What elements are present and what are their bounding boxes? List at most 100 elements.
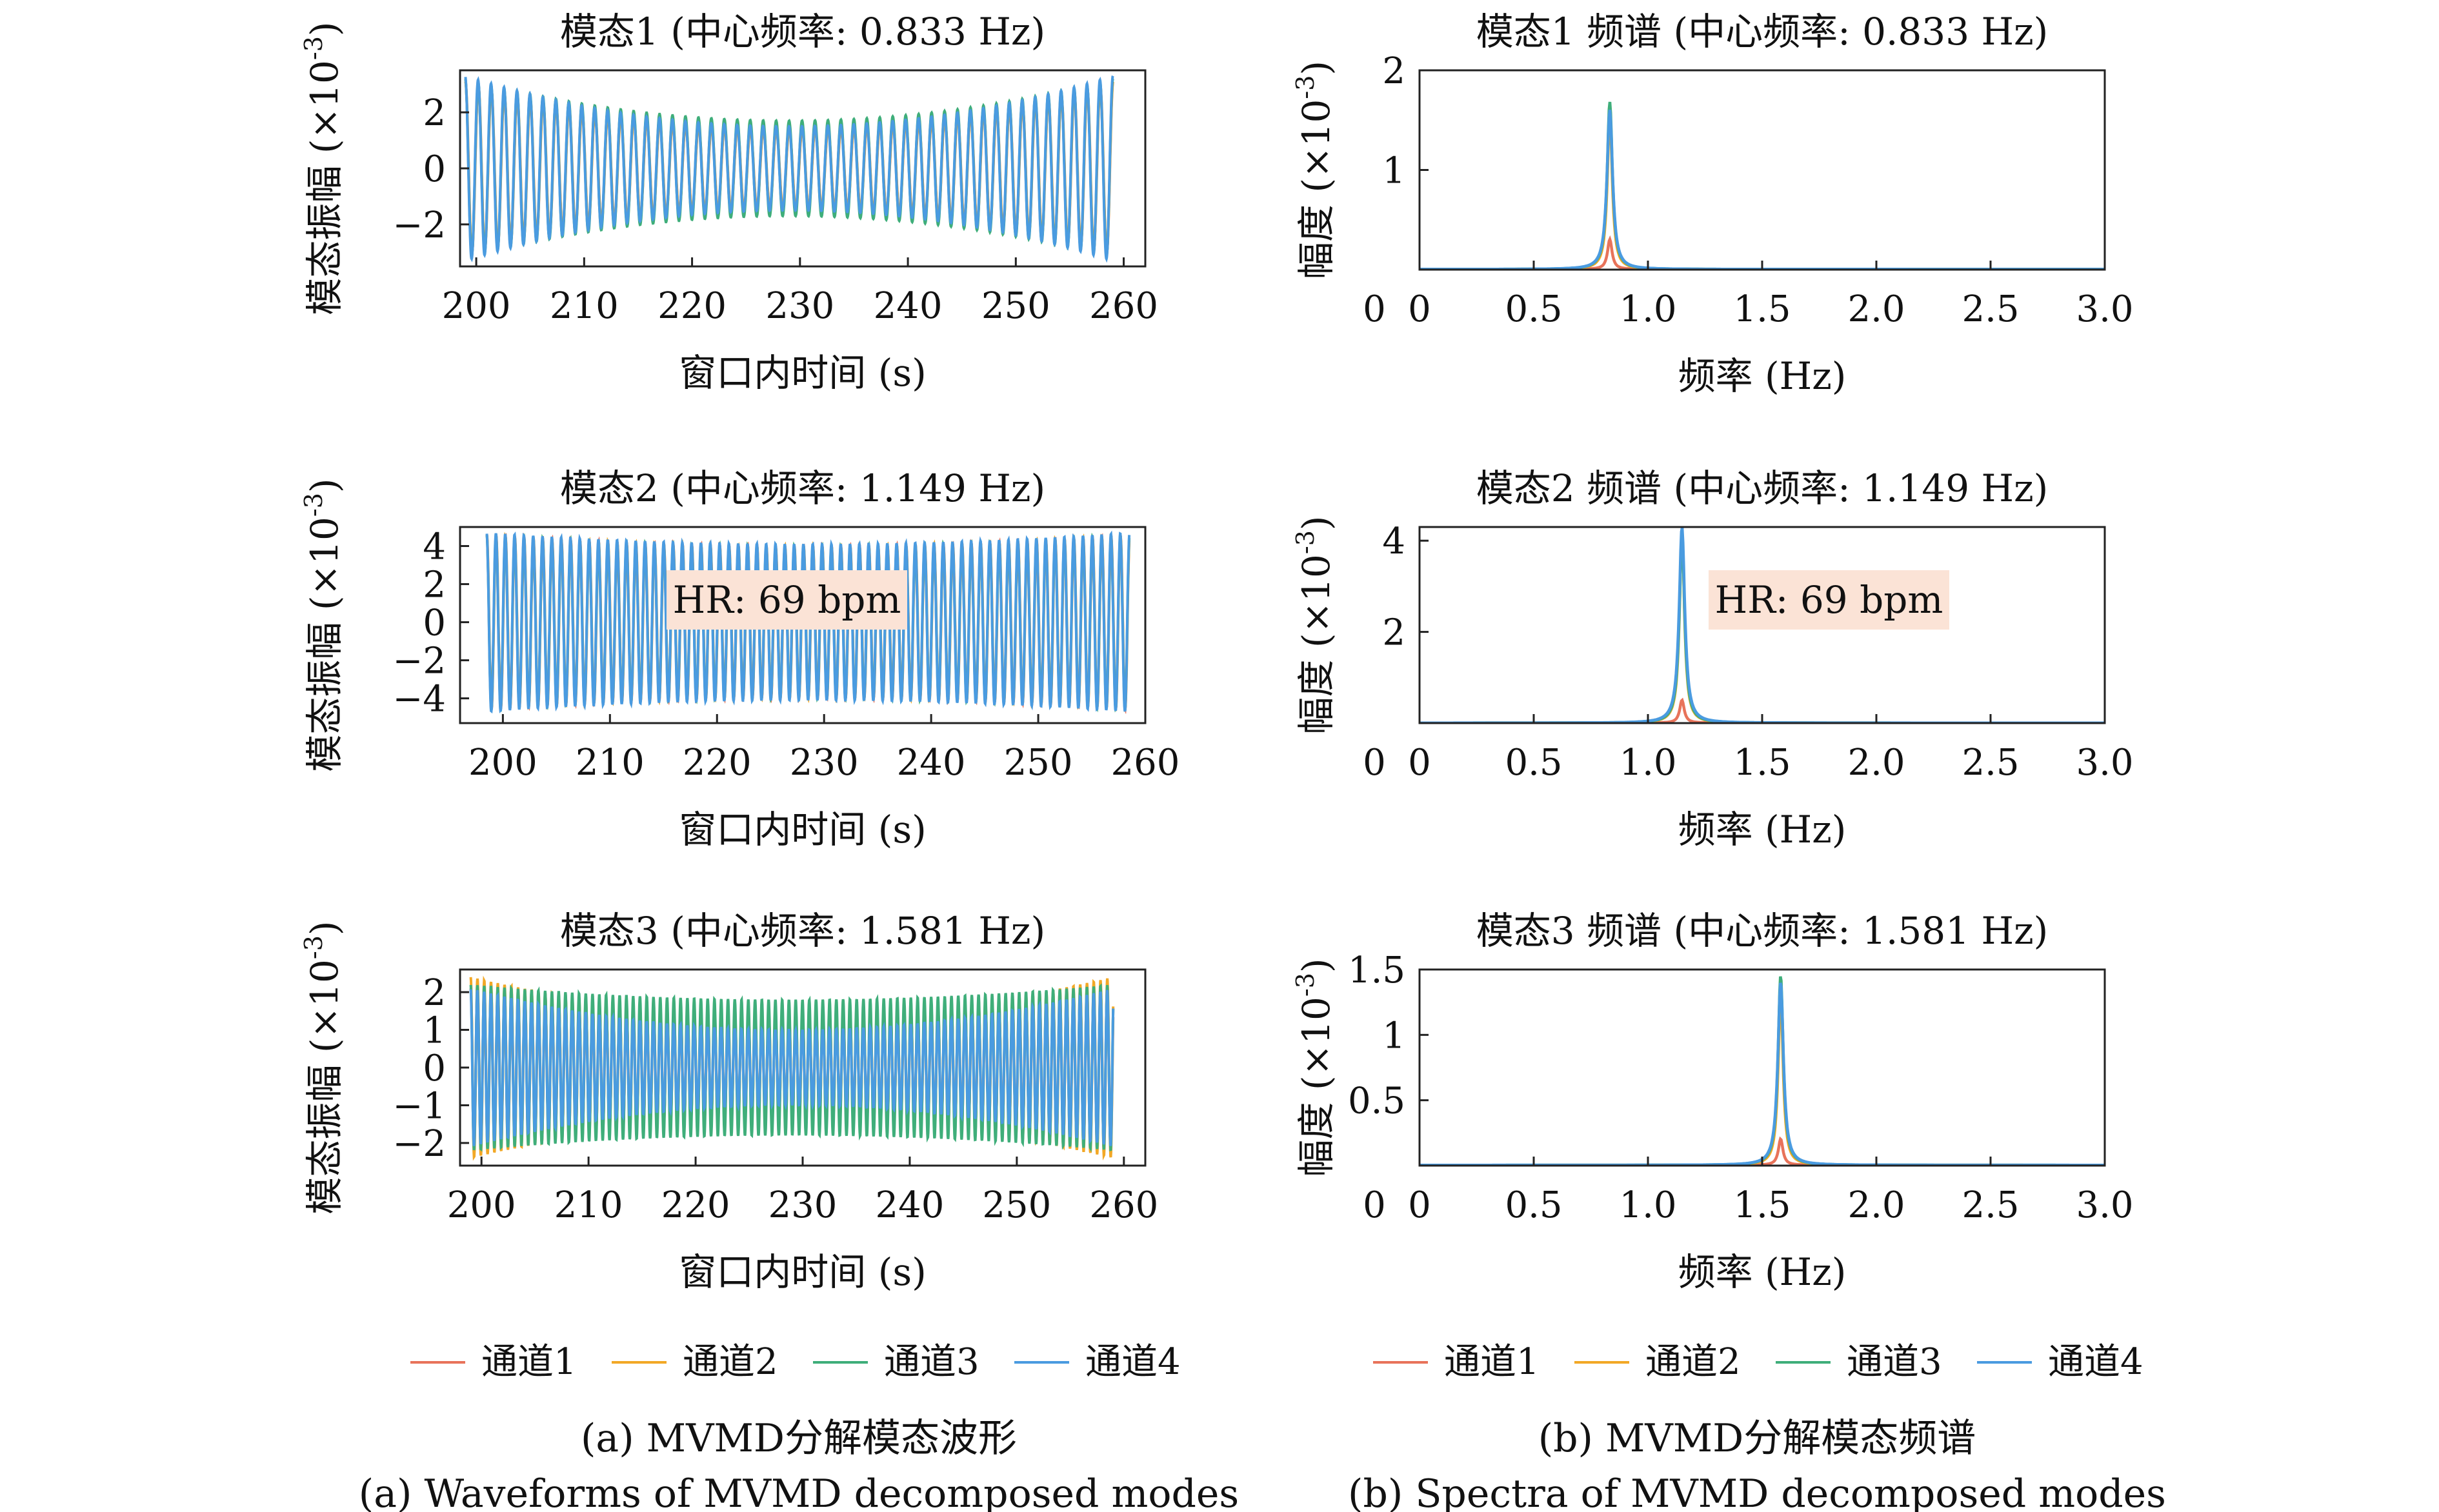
y-tick-label: −2 (392, 204, 446, 246)
y-tick-label: 1 (423, 1010, 446, 1052)
x-tick-label: 250 (1004, 742, 1073, 784)
y-tick-label: 2 (423, 564, 446, 606)
y-tick-label: 0.5 (1348, 1080, 1405, 1122)
x-tick-label: 2.5 (1962, 742, 2019, 784)
plot-area (485, 530, 1131, 715)
x-axis-label: 频率 (Hz) (1678, 1250, 1847, 1294)
y-tick-zero-label: 0 (1363, 1184, 1386, 1226)
x-tick-label: 210 (576, 742, 645, 784)
plot-frame (1418, 968, 2106, 1167)
y-tick-label: 2 (423, 92, 446, 134)
y-tick-label: 2 (1382, 612, 1405, 654)
x-tick-label: 210 (550, 285, 619, 327)
series-channel2 (1420, 114, 2105, 270)
chart-spec1: 模态1 频谱 (中心频率: 0.833 Hz) 0 0.5 1.0 1.5 2.0 2.5 3… (1291, 10, 2134, 398)
legend-label-channel3: 通道3 (1847, 1341, 1942, 1383)
x-tick-label: 2.0 (1847, 1184, 1905, 1226)
y-tick-label: 1.5 (1348, 950, 1405, 991)
x-tick-label: 250 (982, 1184, 1051, 1226)
y-tick-label: 4 (423, 526, 446, 568)
chart-wave3: 模态3 (中心频率: 1.581 Hz) 200 210 220 230 240 250 26… (299, 909, 1158, 1294)
x-tick-label: 0.5 (1505, 288, 1562, 330)
x-tick-label: 230 (790, 742, 859, 784)
plot-area (464, 75, 1114, 263)
chart-title: 模态3 (中心频率: 1.581 Hz) (560, 909, 1045, 953)
y-tick-label: −1 (392, 1085, 446, 1127)
chart-title: 模态2 (中心频率: 1.149 Hz) (560, 466, 1045, 510)
x-tick-label: 0 (1408, 288, 1431, 330)
legend-label-channel1: 通道1 (481, 1341, 577, 1383)
y-axis-label: 模态振幅 (×10-3) (299, 478, 346, 771)
x-tick-label: 200 (442, 285, 511, 327)
x-tick-label: 0 (1408, 1184, 1431, 1226)
legend-label-channel1: 通道1 (1444, 1341, 1540, 1383)
y-tick-label: −2 (392, 1123, 446, 1165)
hr-annotation-box (1709, 570, 1949, 630)
series-channel3 (1420, 976, 2105, 1166)
x-tick-label: 1.0 (1619, 1184, 1676, 1226)
series-channel4 (1420, 982, 2105, 1166)
caption-b-en: (b) Spectra of MVMD decomposed modes (1348, 1471, 2166, 1512)
hr-annotation: HR: 69 bpm (1715, 578, 1943, 622)
y-tick-label: 0 (423, 148, 446, 190)
plot-frame (1418, 69, 2106, 271)
x-tick-label: 2.5 (1962, 288, 2019, 330)
x-tick-label: 260 (1111, 742, 1180, 784)
x-tick-label: 220 (657, 285, 727, 327)
series-channel4 (469, 989, 1115, 1146)
x-tick-label: 1.5 (1733, 742, 1791, 784)
chart-wave1: 模态1 (中心频率: 0.833 Hz) 200 210 220 230 240 250 26… (299, 10, 1158, 395)
y-tick-label: 0 (423, 1048, 446, 1089)
hr-annotation-box (667, 570, 907, 630)
caption-a-en: (a) Waveforms of MVMD decomposed modes (359, 1471, 1239, 1512)
x-tick-label: 230 (768, 1184, 838, 1226)
y-tick-label: 0 (423, 602, 446, 644)
legend-label-channel2: 通道2 (1645, 1341, 1741, 1383)
x-tick-label: 3.0 (2076, 288, 2133, 330)
plot-frame (459, 526, 1147, 724)
x-axis-label: 窗口内时间 (s) (679, 351, 926, 395)
series-channel2 (1420, 995, 2105, 1166)
y-tick-zero-label: 0 (1363, 742, 1386, 784)
x-tick-label: 2.0 (1847, 288, 1905, 330)
y-tick-label: 2 (423, 972, 446, 1014)
x-tick-label: 220 (683, 742, 752, 784)
y-tick-label: 1 (1382, 150, 1405, 192)
legend-label-channel4: 通道4 (2048, 1341, 2143, 1383)
chart-spec2: 模态2 频谱 (中心频率: 1.149 Hz) 0 0.5 1.0 1.5 2.0 2.5 3… (1291, 466, 2134, 851)
x-tick-label: 1.0 (1619, 742, 1676, 784)
y-axis-label: 幅度 (×10-3) (1291, 515, 1338, 734)
y-axis-label: 幅度 (×10-3) (1291, 958, 1338, 1177)
x-tick-label: 1.0 (1619, 288, 1676, 330)
chart-title: 模态3 频谱 (中心频率: 1.581 Hz) (1476, 909, 2049, 953)
x-axis-label: 窗口内时间 (s) (679, 1250, 926, 1294)
legend-label-channel3: 通道3 (884, 1341, 979, 1383)
x-tick-label: 0.5 (1505, 742, 1562, 784)
x-tick-label: 240 (874, 285, 943, 327)
series-channel3 (1420, 536, 2105, 723)
spec-ylabel: 幅度 (×10-3) (1291, 515, 1338, 734)
series-channel3 (1420, 101, 2105, 270)
chart-wave2: 模态2 (中心频率: 1.149 Hz)200 210 220 230 240 250 26… (299, 466, 1179, 851)
spec-ylabel: 幅度 (×10-3) (1291, 958, 1338, 1177)
wave-ylabel: 模态振幅 (×10-3) (299, 21, 346, 315)
series-channel4 (1420, 110, 2105, 270)
y-tick-label: 4 (1382, 521, 1405, 562)
x-tick-label: 0.5 (1505, 1184, 1562, 1226)
y-tick-zero-label: 0 (1363, 288, 1386, 330)
x-tick-label: 3.0 (2076, 742, 2133, 784)
y-tick-label: −4 (392, 679, 446, 721)
x-tick-label: 200 (447, 1184, 516, 1226)
wave-ylabel: 模态振幅 (×10-3) (299, 920, 346, 1214)
x-tick-label: 240 (897, 742, 966, 784)
legend-label-channel2: 通道2 (683, 1341, 778, 1383)
x-axis-label: 频率 (Hz) (1678, 808, 1847, 851)
y-tick-label: 2 (1382, 50, 1405, 92)
legend-label-channel4: 通道4 (1085, 1341, 1181, 1383)
legend: 通道1 通道2 通道3 通道4 (410, 1341, 1181, 1383)
x-tick-label: 240 (875, 1184, 944, 1226)
x-tick-label: 220 (661, 1184, 730, 1226)
chart-title: 模态1 频谱 (中心频率: 0.833 Hz) (1476, 10, 2049, 54)
y-axis-label: 模态振幅 (×10-3) (299, 920, 346, 1214)
